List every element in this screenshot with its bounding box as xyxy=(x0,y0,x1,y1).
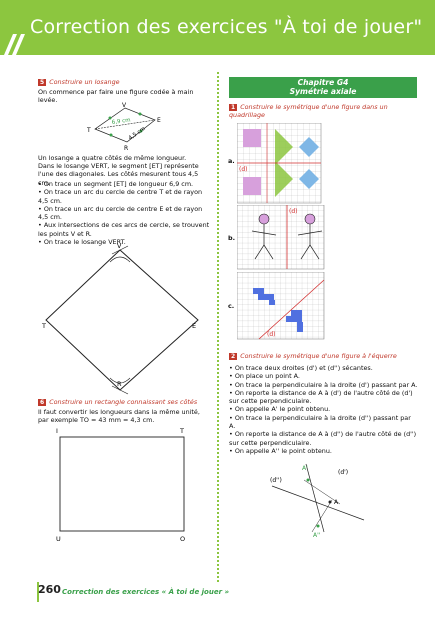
ex1-grid-c: (d) xyxy=(237,272,325,340)
ex5-steps: On trace un segment [ET] de longueur 6,9… xyxy=(38,180,210,246)
ex1-label-b: b. xyxy=(228,234,236,242)
ex2-step: On reporte la distance de A à (d') de l'… xyxy=(229,389,419,406)
ex1-label-c: c. xyxy=(228,302,235,310)
ex2-label-a: A xyxy=(334,499,339,506)
ex5-number: 5 xyxy=(38,79,47,86)
ex5-step: On trace le losange VERT. xyxy=(38,238,210,246)
ex1-axis-label-c: (d) xyxy=(267,331,276,338)
ex6-p1: Il faut convertir les longueurs dans la … xyxy=(38,408,200,425)
rect-label-o: O xyxy=(180,535,185,543)
ex1-heading: 1 Construire le symétrique d'une figure d… xyxy=(229,103,417,120)
ex2-step: On trace la perpendiculaire à la droite … xyxy=(229,414,419,431)
ex5-step: On trace un arc du cercle de centre T et… xyxy=(38,188,210,205)
figure-label-v: V xyxy=(117,242,122,250)
rect-label-t: T xyxy=(179,427,184,435)
ex2-title: Construire le symétrique d'une figure à … xyxy=(240,352,397,360)
ex2-step: On reporte la distance de A à (d'') de l… xyxy=(229,430,419,447)
ex1-grid-a: (d) xyxy=(237,123,322,204)
ex1-title: Construire le symétrique d'une figure da… xyxy=(229,103,388,120)
ex6-rectangle-figure: I T U O xyxy=(56,427,185,543)
figure-label-t: T xyxy=(41,322,46,330)
ex5-p1: Un losange a quatre côtés de même longue… xyxy=(38,154,187,162)
page-title: Correction des exercices "À toi de jouer… xyxy=(30,16,423,38)
sketch-label-e: E xyxy=(157,117,161,124)
stripes-decoration xyxy=(4,34,25,55)
ex2-step: On trace deux droites (d') et (d'') séca… xyxy=(229,364,419,372)
ex5-sketch: V E T R 6,9 cm 4,5 cm xyxy=(86,102,161,152)
ex2-heading: 2 Construire le symétrique d'une figure à… xyxy=(229,352,419,360)
ex2-step: On trace la perpendiculaire à la droite … xyxy=(229,381,419,389)
figure-label-r: R xyxy=(117,380,122,388)
ex2-label-d2: (d'') xyxy=(270,477,282,484)
ex2-label-d1: (d') xyxy=(338,469,348,476)
figure-label-e: E xyxy=(192,322,196,330)
sketch-label-r: R xyxy=(124,145,128,152)
ex2-number: 2 xyxy=(229,353,238,360)
page-number: 260 xyxy=(38,583,61,596)
ex5-step: Aux intersections de ces arcs de cercle,… xyxy=(38,221,210,238)
ex6-number: 6 xyxy=(38,399,47,406)
ex2-construction-figure: A' (d') (d'') A A'' xyxy=(270,463,365,539)
ex5-step: On trace un segment [ET] de longueur 6,9… xyxy=(38,180,210,188)
ex2-step: On appelle A'' le point obtenu. xyxy=(229,447,419,455)
ex6-title: Construire un rectangle connaissant ses … xyxy=(49,398,198,406)
ex1-axis-label-a: (d) xyxy=(239,166,248,173)
sketch-side: 4,5 cm xyxy=(128,126,147,142)
ex2-step: On place un point A. xyxy=(229,372,419,380)
ex5-title: Construire un losange xyxy=(49,78,120,86)
ex2-step: On appelle A' le point obtenu. xyxy=(229,405,419,413)
ex1-label-a: a. xyxy=(228,157,235,165)
ex1-number: 1 xyxy=(229,104,238,111)
ex2-steps: On trace deux droites (d') et (d'') séca… xyxy=(229,364,419,455)
chapter-name: Chapitre G4 xyxy=(297,78,349,87)
ex2-label-a1: A' xyxy=(302,465,308,472)
ex5-rhombus-figure: V E T R xyxy=(41,242,199,395)
sketch-label-t: T xyxy=(86,127,91,134)
column-divider xyxy=(217,72,219,582)
ex5-intro: On commence par faire une figure codée à… xyxy=(38,88,194,105)
chapter-box: Chapitre G4 Symétrie axiale xyxy=(229,77,417,98)
sketch-label-v: V xyxy=(122,102,127,109)
ex6-heading: 6 Construire un rectangle connaissant ses… xyxy=(38,398,213,406)
footer-bar xyxy=(37,582,39,602)
ex5-heading: 5 Construire un losange xyxy=(38,78,208,86)
chapter-subtitle: Symétrie axiale xyxy=(289,87,357,96)
ex1-grid-b: (d) xyxy=(237,205,325,270)
header-banner: Correction des exercices "À toi de jouer… xyxy=(0,0,435,55)
sketch-diagonal: 6,9 cm xyxy=(111,117,131,126)
footer-title: Correction des exercices « À toi de joue… xyxy=(62,588,230,596)
rect-label-u: U xyxy=(56,535,61,543)
rect-label-i: I xyxy=(56,427,58,435)
ex2-label-a2: A'' xyxy=(313,532,321,539)
ex1-axis-label-b: (d) xyxy=(289,208,298,215)
ex5-step: On trace un arc du cercle de centre E et… xyxy=(38,205,210,222)
